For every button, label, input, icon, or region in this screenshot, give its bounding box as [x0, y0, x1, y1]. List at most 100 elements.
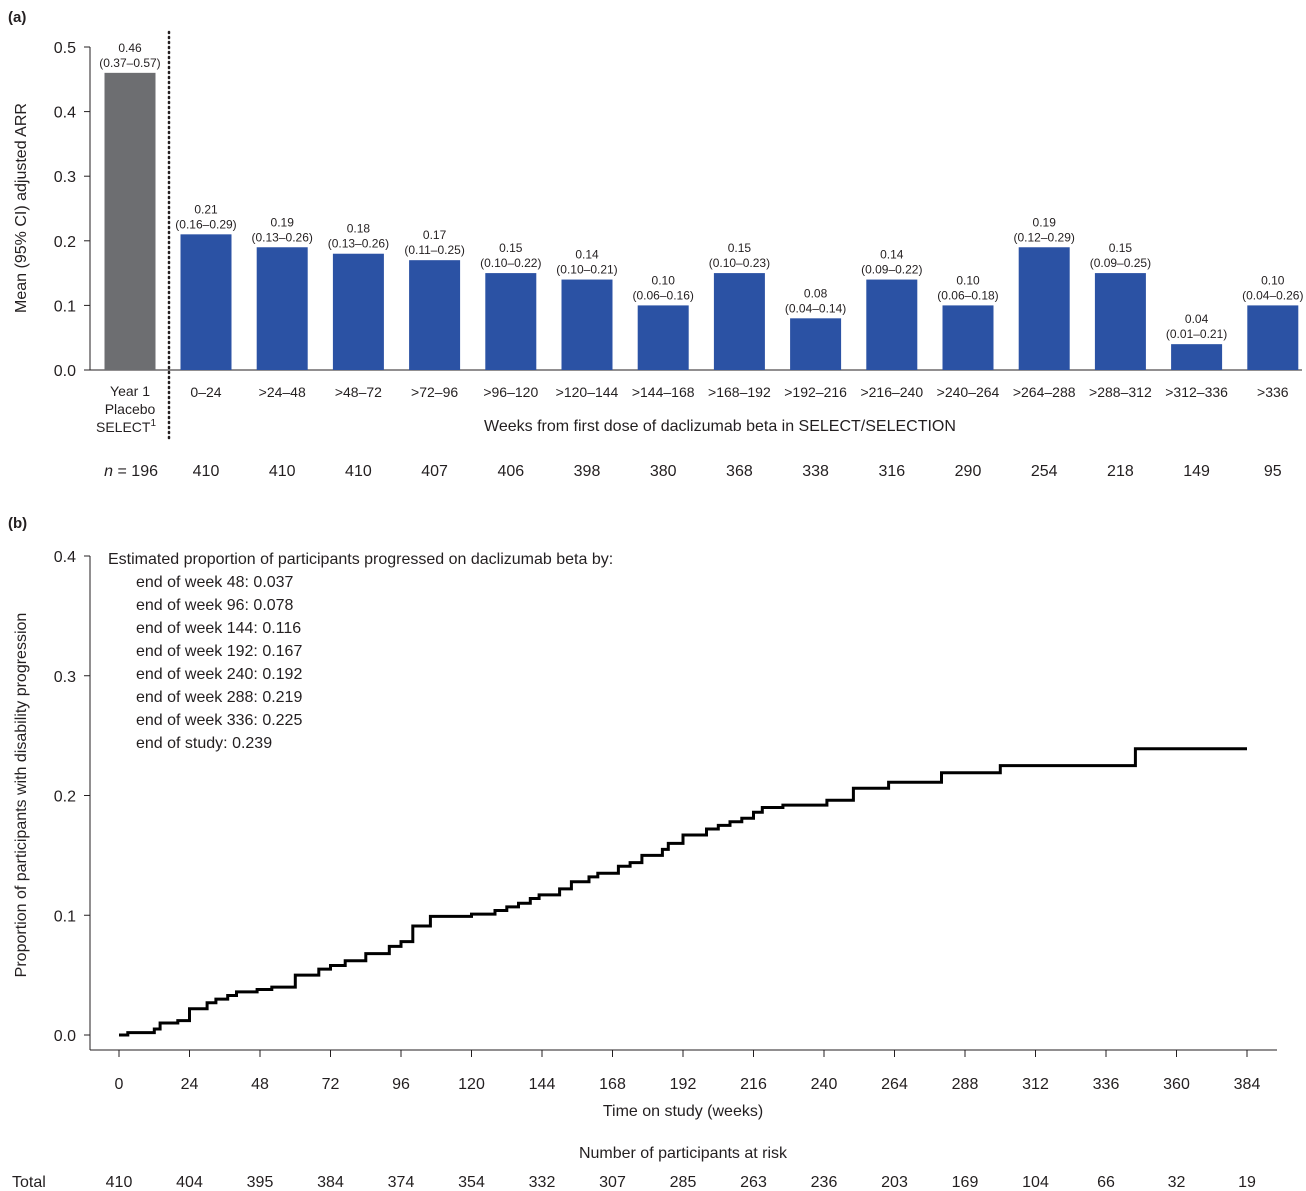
y-tick-label: 0.4: [54, 549, 76, 566]
category-label: >264–288: [1013, 384, 1076, 400]
bar-ci-label: (0.10–0.22): [480, 256, 541, 270]
x-tick-label: 48: [251, 1076, 269, 1093]
category-label: >24–48: [259, 384, 306, 400]
treatment-bar: [1171, 344, 1223, 370]
placebo-category-line-2: Placebo: [105, 401, 156, 417]
at-risk-value: 354: [458, 1174, 485, 1191]
bar-ci-label: (0.04–0.26): [1242, 288, 1303, 302]
treatment-bar: [180, 234, 232, 370]
bar-value-label: 0.19: [271, 215, 295, 229]
category-label: >192–216: [784, 384, 847, 400]
y-tick-label: 0.3: [54, 669, 76, 686]
x-tick-label: 216: [740, 1076, 767, 1093]
at-risk-values: 410 404 395 384 374 354 332 307 285 263 236 203 169 1…: [106, 1174, 1256, 1191]
at-risk-value: 404: [176, 1174, 203, 1191]
category-label: >120–144: [556, 384, 619, 400]
annotation-line: end of week 240: 0.192: [136, 666, 302, 683]
at-risk-value: 307: [599, 1174, 626, 1191]
panel-a-category-labels: Year 1 Placebo SELECT1 0–24 >24–48 >48–72 >…: [96, 383, 1289, 435]
n-value: 254: [1031, 463, 1058, 480]
panel-b-x-axis-label: Time on study (weeks): [603, 1103, 763, 1120]
category-label: >336: [1257, 384, 1289, 400]
at-risk-row-label: Total: [12, 1174, 46, 1191]
n-value: 316: [878, 463, 905, 480]
treatment-bar: [256, 247, 308, 370]
bar-value-label: 0.19: [1033, 215, 1057, 229]
n-value: 410: [345, 463, 372, 480]
x-tick-label: 120: [458, 1076, 485, 1093]
x-tick-label: 24: [181, 1076, 199, 1093]
placebo-category-line-3: SELECT1: [96, 418, 156, 435]
panel-b-x-ticks: 0 24 48 72 96 120 144 168 192 216 240 264 288 312 336 3…: [115, 1050, 1260, 1093]
at-risk-value: 332: [529, 1174, 556, 1191]
km-step-line: [119, 747, 1247, 1037]
treatment-bar: [1018, 247, 1070, 370]
y-tick-label: 0.0: [54, 1028, 76, 1045]
treatment-bar: [637, 305, 689, 370]
bar-value-label: 0.21: [194, 202, 218, 216]
category-label: >240–264: [937, 384, 1000, 400]
category-label: >312–336: [1165, 384, 1228, 400]
n-value: 218: [1107, 463, 1134, 480]
category-label: >288–312: [1089, 384, 1152, 400]
bar-value-label: 0.17: [423, 228, 447, 242]
bar-ci-label: (0.09–0.25): [1090, 256, 1151, 270]
category-label: >216–240: [860, 384, 923, 400]
n-value: 368: [726, 463, 753, 480]
x-tick-label: 96: [392, 1076, 410, 1093]
bar-value-label: 0.15: [728, 241, 752, 255]
placebo-superscript: 1: [150, 418, 156, 429]
x-tick-label: 72: [322, 1076, 340, 1093]
y-tick-label: 0.2: [54, 234, 76, 251]
annotation-line: end of week 192: 0.167: [136, 643, 302, 660]
x-tick-label: 288: [952, 1076, 979, 1093]
y-tick-label: 0.2: [54, 789, 76, 806]
bar-ci-label: (0.12–0.29): [1014, 230, 1075, 244]
bar-ci-label: (0.06–0.16): [633, 288, 694, 302]
treatment-bar: [1247, 305, 1299, 370]
at-risk-value: 169: [952, 1174, 979, 1191]
annotation-line: end of week 144: 0.116: [136, 620, 301, 637]
n-value: 407: [421, 463, 448, 480]
n-value: 380: [650, 463, 677, 480]
bar-value-label: 0.14: [880, 248, 904, 262]
n-value: 406: [497, 463, 524, 480]
treatment-bar: [485, 273, 537, 370]
n-value: 149: [1183, 463, 1210, 480]
bar-value-label: 0.10: [956, 273, 980, 287]
n-value: 410: [193, 463, 220, 480]
bar-value-label: 0.46: [118, 41, 142, 55]
y-tick-label: 0.3: [54, 169, 76, 186]
category-label: >48–72: [335, 384, 382, 400]
at-risk-value: 203: [881, 1174, 908, 1191]
y-tick-label: 0.0: [54, 363, 76, 380]
category-label: 0–24: [190, 384, 221, 400]
treatment-bar: [409, 260, 461, 370]
bar-value-label: 0.10: [652, 273, 676, 287]
x-tick-label: 168: [599, 1076, 626, 1093]
annotation-title: Estimated proportion of participants pro…: [108, 551, 613, 568]
bar-ci-label: (0.06–0.18): [937, 288, 998, 302]
bar-value-label: 0.15: [499, 241, 523, 255]
x-tick-label: 240: [811, 1076, 838, 1093]
panel-a-n-values: 410 410 410 407 406 398 380 368 338 316 290 254 218 1…: [193, 463, 1282, 480]
panel-a-label: (a): [8, 9, 26, 26]
y-tick-label: 0.1: [54, 298, 76, 315]
bar-value-label: 0.15: [1109, 241, 1133, 255]
annotation-line: end of week 336: 0.225: [136, 712, 302, 729]
bar-ci-label: (0.13–0.26): [252, 230, 313, 244]
annotation-line: end of study: 0.239: [136, 735, 272, 752]
bar-ci-label: (0.13–0.26): [328, 237, 389, 251]
x-tick-label: 0: [115, 1076, 124, 1093]
panel-a-y-axis: 0.0 0.1 0.2 0.3 0.4 0.5: [54, 40, 91, 380]
at-risk-value: 395: [247, 1174, 274, 1191]
placebo-category-line-1: Year 1: [110, 383, 150, 399]
treatment-bar: [332, 253, 384, 370]
n-value: 398: [574, 463, 601, 480]
x-tick-label: 264: [881, 1076, 908, 1093]
panel-a-y-axis-label: Mean (95% CI) adjusted ARR: [13, 103, 30, 313]
category-label: >72–96: [411, 384, 458, 400]
placebo-bar: [104, 72, 156, 370]
panel-a-n-label: n = 196: [104, 463, 158, 480]
bar-ci-label: (0.09–0.22): [861, 263, 922, 277]
